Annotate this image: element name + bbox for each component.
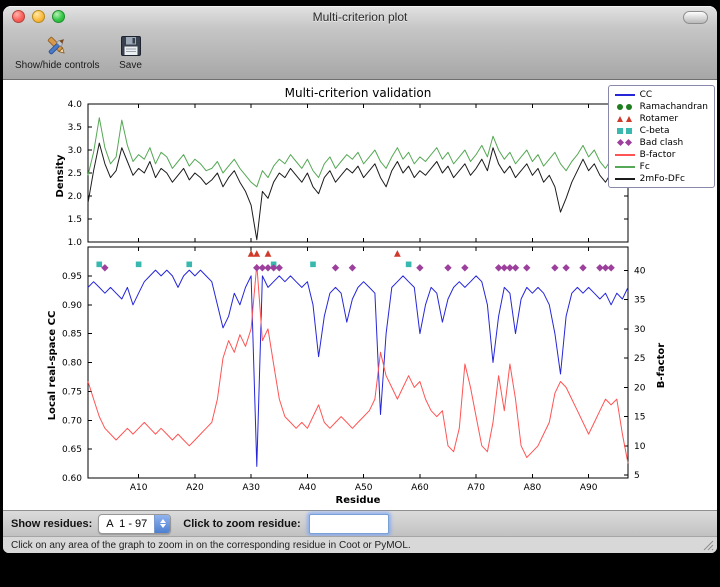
- figure-title: Multi-criterion validation: [284, 86, 432, 100]
- svg-text:0.85: 0.85: [62, 330, 82, 340]
- line-legend-glyph: [614, 165, 635, 168]
- show-residues-label: Show residues:: [11, 517, 93, 530]
- chart-canvas[interactable]: 1.0 1.5 2.0 2.5 3.0 3.5 4.0 0.60 0.65 0.70 0.75 0.8…: [3, 80, 717, 508]
- diamond-legend-glyph: [615, 138, 635, 147]
- legend-label: Ramachandran: [639, 101, 708, 112]
- legend-item: Fc: [614, 161, 708, 172]
- save-floppy-icon: [120, 36, 141, 56]
- show-hide-controls-label: Show/hide controls: [15, 60, 100, 71]
- legend-label: B-factor: [639, 149, 676, 160]
- legend-label: CC: [639, 89, 653, 100]
- svg-text:3.0: 3.0: [68, 146, 83, 156]
- svg-text:0.90: 0.90: [62, 301, 82, 311]
- svg-text:A10: A10: [130, 483, 148, 493]
- minimize-button[interactable]: [32, 10, 45, 23]
- svg-text:4.0: 4.0: [68, 100, 83, 110]
- square-legend-glyph: [615, 127, 635, 134]
- svg-text:5: 5: [634, 471, 640, 481]
- window-titlebar[interactable]: Multi-criterion plot: [3, 6, 717, 28]
- residue-range-select[interactable]: A 1 - 97: [98, 513, 172, 534]
- svg-text:10: 10: [634, 442, 646, 452]
- zoom-residue-input[interactable]: [308, 513, 389, 534]
- svg-text:A40: A40: [299, 483, 317, 493]
- legend-label: Fc: [639, 161, 650, 172]
- triangle-legend-glyph: [615, 115, 635, 122]
- svg-text:0.70: 0.70: [62, 416, 82, 426]
- save-button[interactable]: Save: [112, 31, 150, 73]
- legend-item: C-beta: [615, 125, 708, 136]
- zoom-window-button[interactable]: [52, 10, 65, 23]
- svg-text:A30: A30: [242, 483, 260, 493]
- zoom-residue-label: Click to zoom residue:: [183, 517, 301, 530]
- svg-text:A90: A90: [580, 483, 598, 493]
- toolbar-toggle-pill[interactable]: [683, 11, 708, 24]
- status-bar: Click on any area of the graph to zoom i…: [3, 536, 717, 553]
- toolbar: Show/hide controls Save: [3, 28, 717, 80]
- window-title: Multi-criterion plot: [312, 10, 408, 24]
- show-hide-controls-button[interactable]: Show/hide controls: [9, 31, 106, 73]
- svg-text:A20: A20: [186, 483, 204, 493]
- chart-legend: CC Ramachandran Rotamer C-beta Bad clash B-fa…: [607, 85, 715, 188]
- legend-label: Rotamer: [639, 113, 679, 124]
- svg-text:1.0: 1.0: [68, 238, 83, 248]
- save-label: Save: [119, 60, 142, 71]
- legend-item: Ramachandran: [615, 101, 708, 112]
- edit-tools-icon: [48, 36, 65, 55]
- svg-text:35: 35: [634, 296, 645, 306]
- svg-text:Density: Density: [55, 154, 66, 197]
- stepper-arrows-icon[interactable]: [154, 514, 171, 533]
- svg-text:B-factor: B-factor: [656, 343, 667, 388]
- svg-text:2.0: 2.0: [68, 192, 83, 202]
- legend-item: CC: [614, 89, 708, 100]
- line-legend-glyph: [614, 153, 635, 156]
- svg-text:25: 25: [634, 354, 645, 364]
- resize-grip[interactable]: [701, 538, 714, 551]
- legend-label: C-beta: [639, 125, 670, 136]
- traffic-lights: [12, 10, 65, 23]
- legend-item: 2mFo-DFc: [614, 173, 708, 184]
- svg-text:40: 40: [634, 266, 646, 276]
- svg-text:Residue: Residue: [336, 495, 381, 506]
- svg-text:0.65: 0.65: [62, 445, 82, 455]
- svg-text:Local real-space CC: Local real-space CC: [47, 311, 58, 421]
- line-legend-glyph: [614, 93, 635, 96]
- close-button[interactable]: [12, 10, 25, 23]
- app-window: Multi-criterion plot Show/hide controls: [3, 6, 717, 553]
- svg-text:0.80: 0.80: [62, 359, 82, 369]
- svg-text:A80: A80: [524, 483, 542, 493]
- legend-item: B-factor: [614, 149, 708, 160]
- svg-text:1.5: 1.5: [68, 215, 82, 225]
- status-text: Click on any area of the graph to zoom i…: [11, 539, 411, 551]
- line-legend-glyph: [614, 177, 635, 180]
- legend-label: 2mFo-DFc: [639, 173, 685, 184]
- plot-figure: 1.0 1.5 2.0 2.5 3.0 3.5 4.0 0.60 0.65 0.70 0.75 0.8…: [3, 80, 717, 510]
- circle-legend-glyph: [615, 103, 635, 110]
- svg-text:3.5: 3.5: [68, 123, 82, 133]
- svg-text:20: 20: [634, 383, 646, 393]
- svg-text:A70: A70: [467, 483, 485, 493]
- residue-range-value: A 1 - 97: [106, 517, 148, 530]
- svg-text:30: 30: [634, 325, 646, 335]
- controls-bar: Show residues: A 1 - 97 Click to zoom re…: [3, 510, 717, 536]
- svg-text:A50: A50: [355, 483, 373, 493]
- svg-text:0.60: 0.60: [62, 474, 82, 484]
- svg-text:15: 15: [634, 413, 645, 423]
- legend-item: Bad clash: [615, 137, 708, 148]
- svg-text:0.75: 0.75: [62, 387, 82, 397]
- legend-item: Rotamer: [615, 113, 708, 124]
- svg-text:2.5: 2.5: [68, 169, 82, 179]
- svg-text:A60: A60: [411, 483, 429, 493]
- legend-label: Bad clash: [639, 137, 684, 148]
- svg-text:0.95: 0.95: [62, 272, 82, 282]
